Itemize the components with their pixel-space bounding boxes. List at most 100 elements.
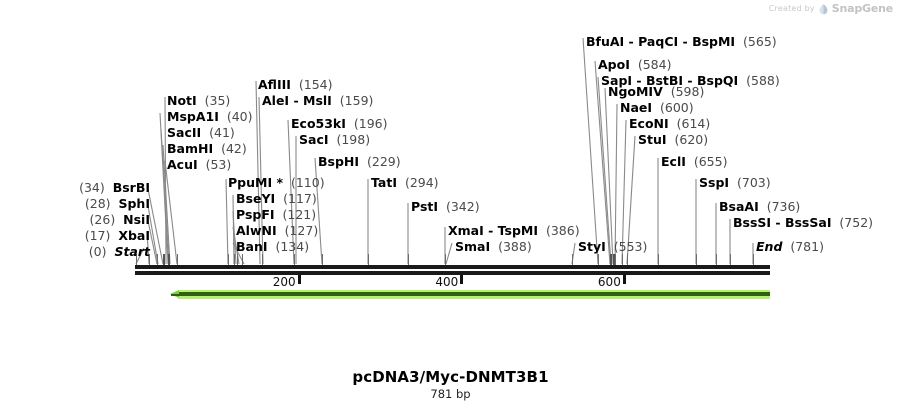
enzyme-name-separator: - [624, 34, 639, 49]
enzyme-name: BsaAI [719, 199, 759, 214]
enzyme-name: AflIII [258, 77, 291, 92]
cut-site-tick [753, 254, 754, 265]
cut-site-tick [613, 254, 615, 265]
enzyme-label-econi[interactable]: EcoNI (614) [629, 117, 710, 131]
enzyme-label-bsssi_bsssai[interactable]: BssSI - BssSaI (752) [733, 216, 873, 230]
enzyme-name-separator: - [771, 215, 785, 230]
enzyme-name: SacI [299, 132, 329, 147]
enzyme-name: Start [114, 244, 150, 259]
enzyme-label-stui[interactable]: StuI (620) [638, 133, 708, 147]
cut-site-tick [572, 254, 573, 265]
cut-site-tick [445, 254, 446, 265]
enzyme-name: BanI [236, 239, 268, 254]
enzyme-name: BspMI [692, 34, 736, 49]
enzyme-position: (386) [545, 223, 580, 238]
cut-site-tick [242, 254, 243, 265]
ruler-label: 600 [597, 275, 621, 289]
enzyme-name: BspHI [318, 154, 360, 169]
cut-site-tick [168, 254, 170, 265]
enzyme-label-afliii[interactable]: AflIII (154) [258, 78, 332, 92]
enzyme-label-sspi[interactable]: SspI (703) [699, 176, 771, 190]
ruler [0, 271, 901, 284]
enzyme-name: PaqCI [638, 34, 679, 49]
enzyme-label-xbai[interactable]: (17) XbaI [85, 229, 150, 243]
enzyme-name: PspFI [236, 207, 275, 222]
enzyme-label-eclii[interactable]: EclI (655) [661, 155, 727, 169]
enzyme-label-ngomiv[interactable]: NgoMIV (598) [608, 85, 704, 99]
enzyme-name: BstBI [645, 73, 684, 88]
cut-site-tick [615, 254, 616, 265]
enzyme-position: (565) [743, 34, 777, 49]
enzyme-label-end[interactable]: End (781) [756, 240, 824, 254]
cut-site-tick [730, 254, 731, 265]
enzyme-label-psti[interactable]: PstI (342) [411, 200, 480, 214]
enzyme-position: (553) [613, 239, 648, 254]
enzyme-position: (294) [404, 175, 439, 190]
cut-site-tick [610, 254, 612, 265]
enzyme-name-separator: - [678, 34, 693, 49]
enzyme-label-alei_msli[interactable]: AleI - MslI (159) [262, 94, 373, 108]
enzyme-position: (42) [221, 141, 247, 156]
enzyme-name: NotI [167, 93, 197, 108]
sequence-backbone-bottom [135, 271, 770, 275]
enzyme-label-smai[interactable]: SmaI (388) [455, 240, 532, 254]
enzyme-name: PpuMI * [228, 175, 283, 190]
enzyme-label-sapi_bstbi_bspqi[interactable]: SapI - BstBI - BspQI (588) [601, 74, 780, 88]
enzyme-label-noti[interactable]: NotI (35) [167, 94, 230, 108]
enzyme-name: BspQI [696, 73, 739, 88]
feature-arrow-dnmt3b1[interactable] [170, 290, 770, 299]
enzyme-name-separator: - [683, 73, 697, 88]
cut-site-tick [622, 254, 623, 265]
enzyme-label-eco53ki[interactable]: Eco53kI (196) [291, 117, 387, 131]
enzyme-label-naei[interactable]: NaeI (600) [620, 101, 694, 115]
enzyme-position: (229) [366, 154, 401, 169]
enzyme-label-alwni[interactable]: AlwNI (127) [236, 224, 318, 238]
enzyme-label-mspa1i[interactable]: MspA1I (40) [167, 110, 252, 124]
enzyme-position: (588) [746, 73, 780, 88]
enzyme-label-pspfi[interactable]: PspFI (121) [236, 208, 316, 222]
enzyme-label-acui[interactable]: AcuI (53) [167, 158, 231, 172]
snapgene-watermark: Created by SnapGene [769, 2, 893, 15]
enzyme-label-styi[interactable]: StyI (553) [578, 240, 647, 254]
enzyme-name: NgoMIV [608, 84, 663, 99]
enzyme-label-sphi[interactable]: (28) SphI [85, 197, 150, 211]
enzyme-label-nsii[interactable]: (26) NsiI [90, 213, 150, 227]
enzyme-label-xmai_tspmi[interactable]: XmaI - TspMI (386) [448, 224, 580, 238]
cut-site-tick [237, 254, 238, 265]
enzyme-label-bsrbi[interactable]: (34) BsrBI [79, 181, 150, 195]
watermark-brand: SnapGene [831, 2, 893, 15]
feature-arrow-body [178, 290, 770, 299]
enzyme-position: (584) [637, 57, 672, 72]
enzyme-label-bani[interactable]: BanI (134) [236, 240, 309, 254]
enzyme-name: BsrBI [112, 180, 150, 195]
ruler-label: 200 [272, 275, 296, 289]
enzyme-label-bseyi[interactable]: BseYI (117) [236, 192, 317, 206]
enzyme-label-start[interactable]: (0) Start [89, 245, 150, 259]
enzyme-label-saci[interactable]: SacI (198) [299, 133, 370, 147]
cut-site-tick [149, 254, 150, 265]
ruler-label: 400 [435, 275, 459, 289]
enzyme-label-layer: (0) Start (17) XbaI (26) NsiI (28) SphI (34)… [79, 35, 873, 259]
sequence-backbone-top [135, 265, 770, 269]
enzyme-label-ppumi[interactable]: PpuMI * (110) [228, 176, 325, 190]
enzyme-label-apoi[interactable]: ApoI (584) [598, 58, 671, 72]
enzyme-position: (110) [290, 175, 325, 190]
enzyme-name: EcoNI [629, 116, 669, 131]
enzyme-name: MspA1I [167, 109, 219, 124]
enzyme-name: Eco53kI [291, 116, 346, 131]
enzyme-name: StuI [638, 132, 667, 147]
enzyme-position: (26) [89, 212, 116, 227]
feature-arrow-head-stem [171, 293, 180, 296]
enzyme-label-bamhi[interactable]: BamHI (42) [167, 142, 247, 156]
enzyme-label-sacii[interactable]: SacII (41) [167, 126, 235, 140]
enzyme-label-bsaai[interactable]: BsaAI (736) [719, 200, 800, 214]
enzyme-position: (614) [676, 116, 711, 131]
enzyme-label-bfuai_paqci_bspmi[interactable]: BfuAI - PaqCI - BspMI (565) [586, 35, 777, 49]
enzyme-name: TatI [371, 175, 397, 190]
cut-site-tick [177, 254, 178, 265]
enzyme-label-tati[interactable]: TatI (294) [371, 176, 439, 190]
enzyme-position: (598) [670, 84, 705, 99]
cut-site-tick [322, 254, 323, 265]
enzyme-label-bsphi[interactable]: BspHI (229) [318, 155, 401, 169]
enzyme-name: NsiI [123, 212, 150, 227]
